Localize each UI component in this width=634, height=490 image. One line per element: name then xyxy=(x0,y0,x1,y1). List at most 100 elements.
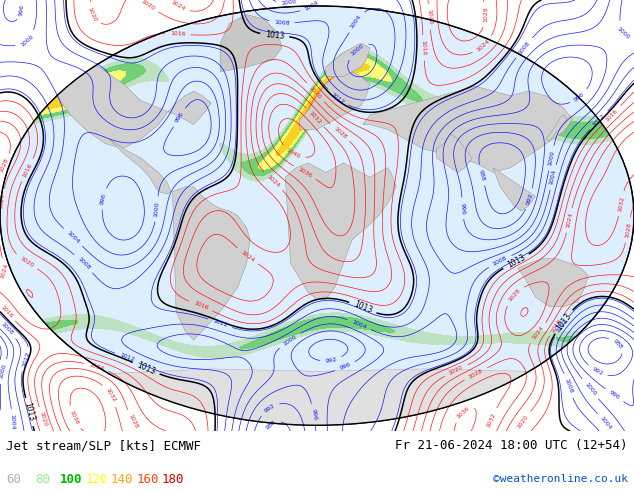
Text: 1024: 1024 xyxy=(266,174,280,189)
Text: 1004: 1004 xyxy=(351,319,368,330)
Text: 80: 80 xyxy=(35,473,50,486)
Text: 1004: 1004 xyxy=(349,14,363,29)
Polygon shape xyxy=(299,67,370,129)
Point xyxy=(312,212,322,220)
Text: 1012: 1012 xyxy=(555,318,568,334)
Polygon shape xyxy=(18,43,211,148)
Polygon shape xyxy=(220,14,281,72)
Text: 1000: 1000 xyxy=(616,25,631,40)
Text: 1028: 1028 xyxy=(0,157,10,173)
Text: 1028: 1028 xyxy=(127,414,138,430)
Text: 1004: 1004 xyxy=(599,416,612,431)
Text: 1012: 1012 xyxy=(592,113,606,128)
Text: 1013: 1013 xyxy=(554,311,573,332)
Text: ©weatheronline.co.uk: ©weatheronline.co.uk xyxy=(493,474,628,485)
Text: 1000: 1000 xyxy=(20,34,34,48)
Text: 1024: 1024 xyxy=(565,212,573,229)
Text: 180: 180 xyxy=(162,473,184,486)
Text: 1024: 1024 xyxy=(0,263,10,279)
Text: 1000: 1000 xyxy=(0,363,8,379)
Text: 1004: 1004 xyxy=(549,169,557,185)
Text: 160: 160 xyxy=(136,473,158,486)
Text: 1016: 1016 xyxy=(550,318,563,333)
Text: 1032: 1032 xyxy=(104,387,117,403)
Polygon shape xyxy=(285,163,396,299)
Text: 996: 996 xyxy=(573,91,586,102)
Text: 1028: 1028 xyxy=(624,222,632,238)
Text: 1020: 1020 xyxy=(18,256,34,269)
Text: 1020: 1020 xyxy=(308,85,322,100)
Text: 1016: 1016 xyxy=(0,304,14,319)
Text: 1028: 1028 xyxy=(483,6,488,22)
Text: 1012: 1012 xyxy=(330,92,346,105)
Text: 988: 988 xyxy=(612,338,624,350)
Text: 1013: 1013 xyxy=(352,300,373,316)
Text: 996: 996 xyxy=(18,3,25,16)
Text: 992: 992 xyxy=(263,403,276,414)
Ellipse shape xyxy=(0,6,634,425)
Text: 996: 996 xyxy=(608,390,621,401)
Text: 1008: 1008 xyxy=(564,377,574,394)
Text: 1013: 1013 xyxy=(22,402,36,422)
Text: 1028: 1028 xyxy=(507,288,521,303)
Polygon shape xyxy=(518,259,588,307)
Text: Fr 21-06-2024 18:00 UTC (12+54): Fr 21-06-2024 18:00 UTC (12+54) xyxy=(395,440,628,452)
Text: 1036: 1036 xyxy=(68,410,79,426)
Text: 996: 996 xyxy=(174,111,184,124)
Text: 992: 992 xyxy=(591,366,604,376)
Text: 1032: 1032 xyxy=(308,110,323,125)
Point xyxy=(312,212,322,220)
Text: 1000: 1000 xyxy=(153,201,160,217)
Text: 100: 100 xyxy=(60,473,82,486)
Text: 1024: 1024 xyxy=(476,38,491,52)
Text: 1004: 1004 xyxy=(304,0,320,12)
Text: 1012: 1012 xyxy=(22,351,31,368)
Text: 1008: 1008 xyxy=(492,255,508,267)
Text: 1000: 1000 xyxy=(281,0,297,6)
Text: 1020: 1020 xyxy=(448,365,464,376)
Text: 1036: 1036 xyxy=(297,166,313,179)
Text: 1000: 1000 xyxy=(547,150,555,166)
Polygon shape xyxy=(0,369,634,431)
Text: 988: 988 xyxy=(265,419,277,431)
Polygon shape xyxy=(172,187,250,340)
Point xyxy=(312,212,322,220)
Text: 1013: 1013 xyxy=(265,30,285,41)
Text: 1024: 1024 xyxy=(170,0,186,12)
Text: 1020: 1020 xyxy=(516,414,529,429)
Text: 1024: 1024 xyxy=(240,249,256,263)
Text: 992: 992 xyxy=(325,357,337,364)
Text: 1024: 1024 xyxy=(0,193,5,209)
Polygon shape xyxy=(546,115,567,141)
Text: 1016: 1016 xyxy=(22,162,33,178)
Text: 60: 60 xyxy=(6,473,22,486)
Text: 1016: 1016 xyxy=(420,40,427,56)
Text: 1028: 1028 xyxy=(332,125,347,140)
Text: 1008: 1008 xyxy=(517,40,531,55)
Text: 1016: 1016 xyxy=(193,301,209,311)
Text: 1012: 1012 xyxy=(119,353,135,363)
Text: 1004: 1004 xyxy=(66,230,81,245)
Text: 1024: 1024 xyxy=(531,325,545,341)
Text: 1020: 1020 xyxy=(140,0,156,11)
Polygon shape xyxy=(613,316,623,331)
Text: 120: 120 xyxy=(86,473,108,486)
Text: 992: 992 xyxy=(526,193,534,205)
Polygon shape xyxy=(363,86,573,172)
Text: 1016: 1016 xyxy=(170,31,186,37)
Text: 1013: 1013 xyxy=(505,253,527,270)
Text: 1012: 1012 xyxy=(212,318,228,328)
Text: 1013: 1013 xyxy=(136,360,157,376)
Point xyxy=(312,212,322,220)
Text: 1000: 1000 xyxy=(583,381,597,396)
Text: 1016: 1016 xyxy=(605,108,619,122)
Text: 996: 996 xyxy=(339,362,352,371)
Polygon shape xyxy=(109,139,171,194)
Text: 996: 996 xyxy=(100,193,107,205)
Text: 1020: 1020 xyxy=(426,9,432,25)
Polygon shape xyxy=(493,168,535,211)
Text: 1000: 1000 xyxy=(281,334,297,346)
Point xyxy=(312,212,322,220)
Text: 1008: 1008 xyxy=(76,256,91,271)
Text: 1004: 1004 xyxy=(10,414,15,430)
